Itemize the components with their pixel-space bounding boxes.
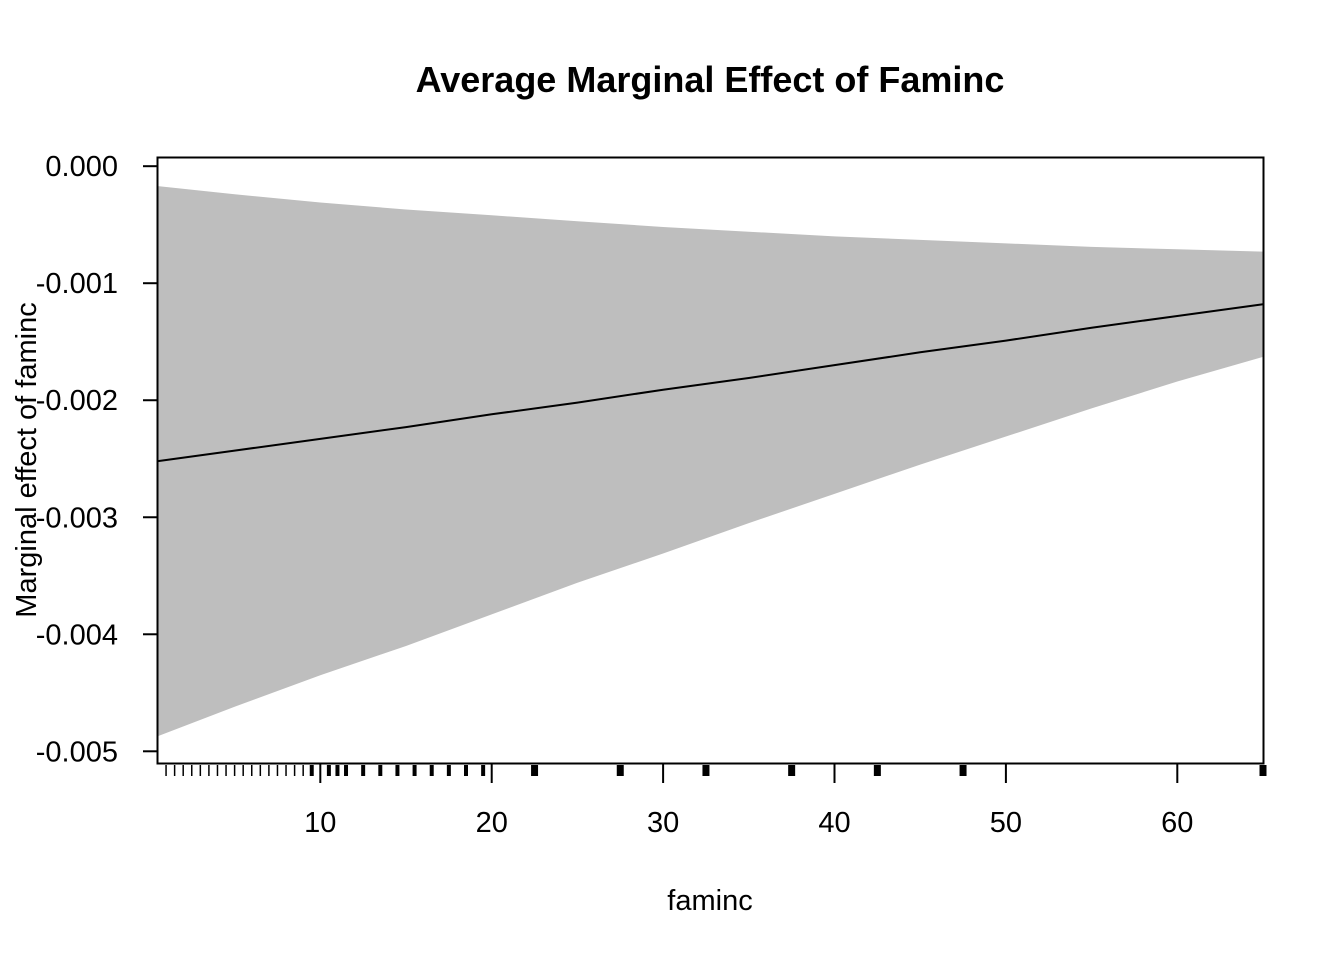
plot-frame (156, 156, 1265, 765)
y-axis-label: Marginal effect of faminc (11, 302, 43, 617)
chart-title: Average Marginal Effect of Faminc (416, 59, 1005, 100)
x-tick-label: 40 (818, 807, 850, 839)
confidence-band-layer (158, 186, 1263, 737)
rug-layer (165, 765, 1267, 776)
y-axis: 0.000 -0.001 -0.002 -0.003 -0.004 -0.005 (36, 151, 158, 768)
x-tick-label: 50 (990, 807, 1022, 839)
x-tick-label: 10 (304, 807, 336, 839)
x-axis: 10 20 30 40 50 60 (304, 763, 1193, 839)
y-tick-label: -0.001 (36, 268, 118, 300)
series-line-layer (157, 303, 1264, 463)
y-tick-label: 0.000 (45, 151, 118, 183)
x-axis-label: faminc (667, 885, 752, 917)
y-tick-label: -0.002 (36, 385, 118, 417)
x-tick-label: 60 (1161, 807, 1193, 839)
y-tick-label: -0.003 (36, 502, 118, 534)
series-line-0 (157, 303, 1264, 463)
x-tick-label: 20 (476, 807, 508, 839)
y-tick-label: -0.005 (36, 736, 118, 768)
y-tick-label: -0.004 (36, 619, 118, 651)
x-tick-label: 30 (647, 807, 679, 839)
confidence-band (158, 186, 1263, 737)
